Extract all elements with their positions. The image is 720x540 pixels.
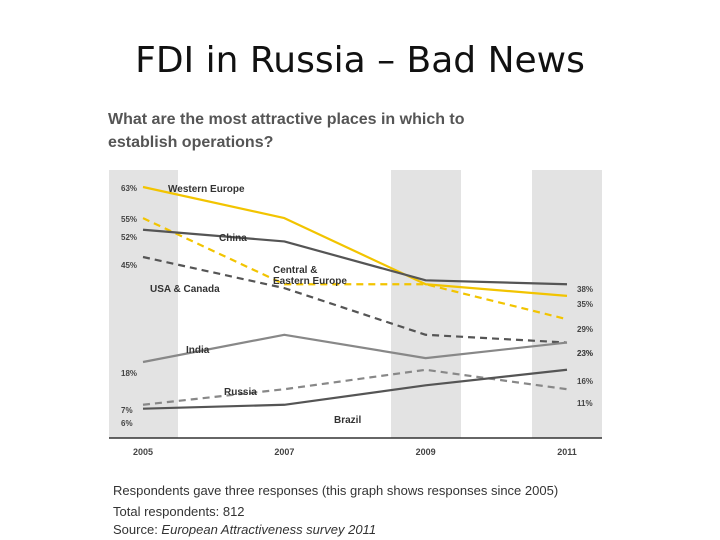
series-line-6 [142,368,568,410]
start-value-label-4: 18% [121,369,137,378]
background-band-1 [391,170,461,438]
end-value-label-2: 38% [577,285,593,294]
end-value-label-3: 23% [577,349,593,358]
series-name-4: India [186,345,210,356]
start-value-label-3: 45% [121,261,137,270]
start-value-label-1: 55% [121,215,137,224]
series-line-4 [142,333,568,364]
series-name-5: Russia [224,387,257,398]
end-value-label-0: 35% [577,300,593,309]
series-name-6: Brazil [334,415,361,426]
background-band-0 [109,170,178,438]
series-name-2: China [219,233,247,244]
series-line-0 [142,185,568,297]
start-value-label-2: 52% [121,233,137,242]
x-tick-label-2011: 2011 [557,447,577,457]
chart-title: What are the most attractive places in w… [108,111,465,151]
series-name-3: Central & Eastern Europe [273,265,347,287]
series-line-2 [142,228,568,286]
slide-title: FDI in Russia – Bad News [135,40,585,81]
background-band-2 [532,170,602,438]
start-value-label-5: 7% [121,406,133,415]
end-value-label-4: 23% [577,349,593,358]
respondents-note: Respondents gave three responses (this g… [113,483,559,498]
total-respondents: Total respondents: 812 [113,504,245,519]
source-line: Source: European Attractiveness survey 2… [113,522,376,537]
start-value-label-0: 63% [121,184,137,193]
source-prefix: Source: [113,522,162,537]
series-line-1 [142,217,568,321]
series-name-3-line-2: Eastern Europe [273,276,347,287]
end-value-label-1: 29% [577,325,593,334]
series-line-5 [142,368,568,406]
series-name-1: USA & Canada [150,284,220,295]
x-tick-label-2005: 2005 [133,447,153,457]
x-tick-label-2007: 2007 [274,447,294,457]
series-line-3 [142,255,568,344]
start-value-label-6: 6% [121,419,133,428]
series-name-0: Western Europe [168,184,245,195]
end-value-label-6: 16% [577,377,593,386]
x-tick-label-2009: 2009 [416,447,436,457]
series-name-3-line-1: Central & [273,265,317,276]
end-value-label-5: 11% [577,399,593,408]
source-name: European Attractiveness survey 2011 [161,522,377,537]
